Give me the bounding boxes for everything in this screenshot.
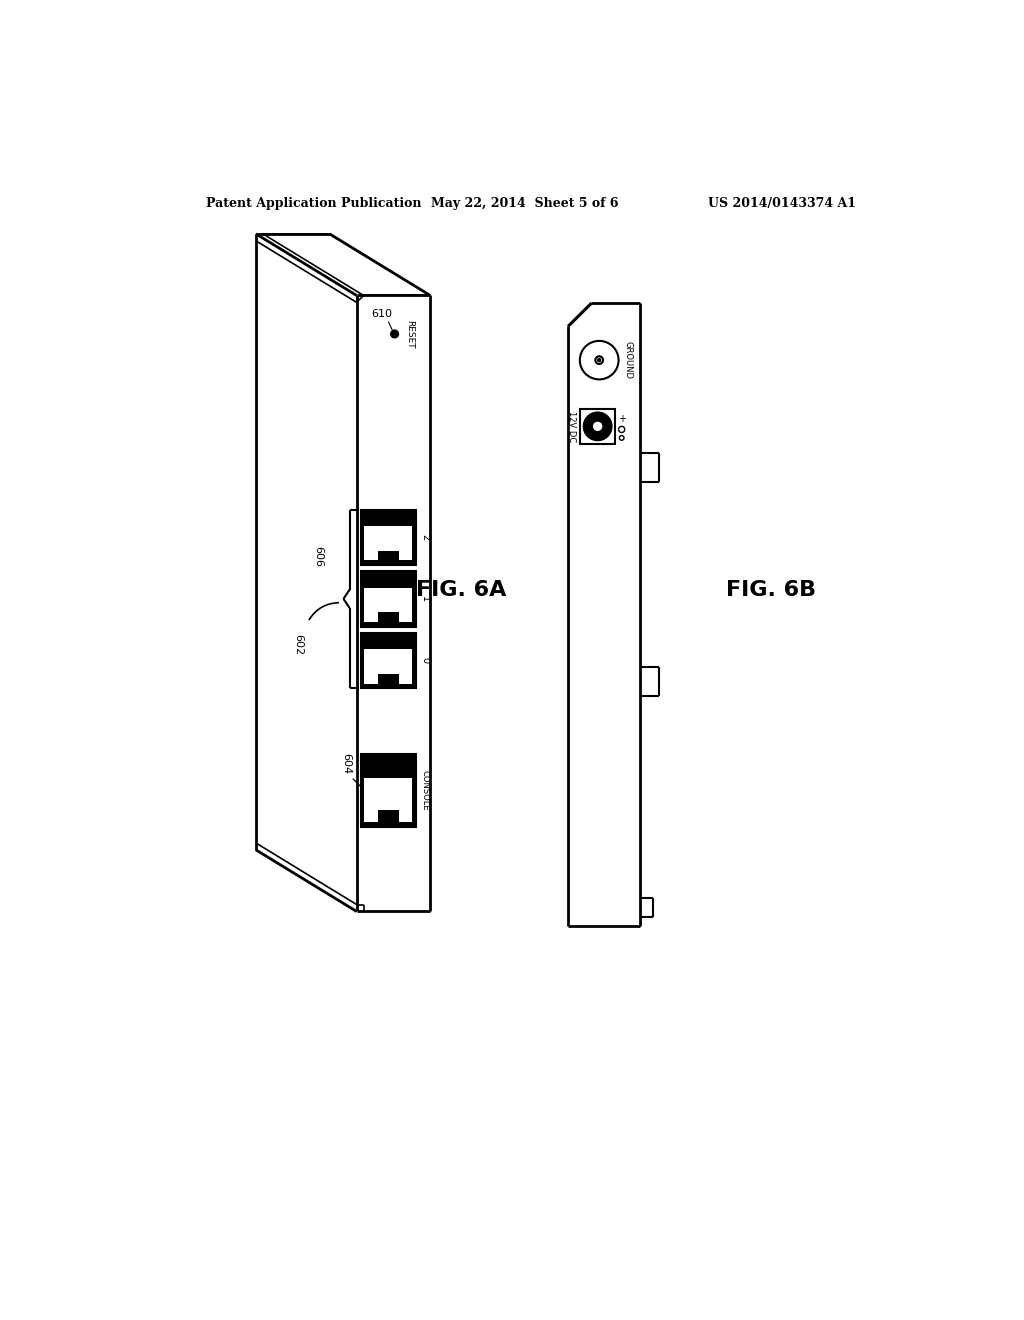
- Text: 0: 0: [420, 657, 430, 664]
- Bar: [580, 409, 615, 444]
- Text: +: +: [617, 413, 626, 424]
- Text: CONSOLE: CONSOLE: [420, 770, 429, 810]
- Bar: [360, 510, 417, 565]
- FancyArrowPatch shape: [309, 603, 338, 619]
- Bar: [365, 649, 413, 684]
- Bar: [408, 512, 414, 517]
- Circle shape: [592, 421, 603, 432]
- Bar: [378, 550, 399, 561]
- Text: 2: 2: [420, 535, 430, 540]
- Bar: [378, 675, 399, 684]
- Text: US 2014/0143374 A1: US 2014/0143374 A1: [709, 197, 856, 210]
- Bar: [360, 754, 417, 826]
- Bar: [378, 612, 399, 622]
- Text: May 22, 2014  Sheet 5 of 6: May 22, 2014 Sheet 5 of 6: [431, 197, 618, 210]
- Bar: [378, 810, 399, 822]
- Text: 12V DC: 12V DC: [567, 411, 575, 442]
- Text: 1: 1: [420, 595, 430, 602]
- Bar: [365, 587, 413, 622]
- Circle shape: [391, 330, 398, 338]
- Circle shape: [598, 359, 601, 362]
- Bar: [408, 756, 414, 762]
- Text: 604: 604: [342, 752, 351, 774]
- Bar: [365, 525, 413, 561]
- Text: Patent Application Publication: Patent Application Publication: [206, 197, 421, 210]
- Text: GROUND: GROUND: [624, 341, 633, 379]
- Text: 606: 606: [313, 546, 324, 568]
- Text: 610: 610: [372, 309, 392, 318]
- Bar: [408, 636, 414, 642]
- Circle shape: [580, 341, 618, 379]
- Bar: [360, 572, 417, 627]
- Circle shape: [618, 426, 625, 433]
- Circle shape: [595, 356, 603, 364]
- Text: FIG. 6A: FIG. 6A: [416, 579, 507, 599]
- Bar: [408, 574, 414, 579]
- Text: RESET: RESET: [406, 319, 415, 348]
- Text: 602: 602: [294, 635, 303, 656]
- Circle shape: [620, 436, 624, 441]
- Bar: [365, 779, 413, 822]
- Circle shape: [584, 413, 611, 441]
- Text: FIG. 6B: FIG. 6B: [726, 579, 816, 599]
- Bar: [360, 632, 417, 688]
